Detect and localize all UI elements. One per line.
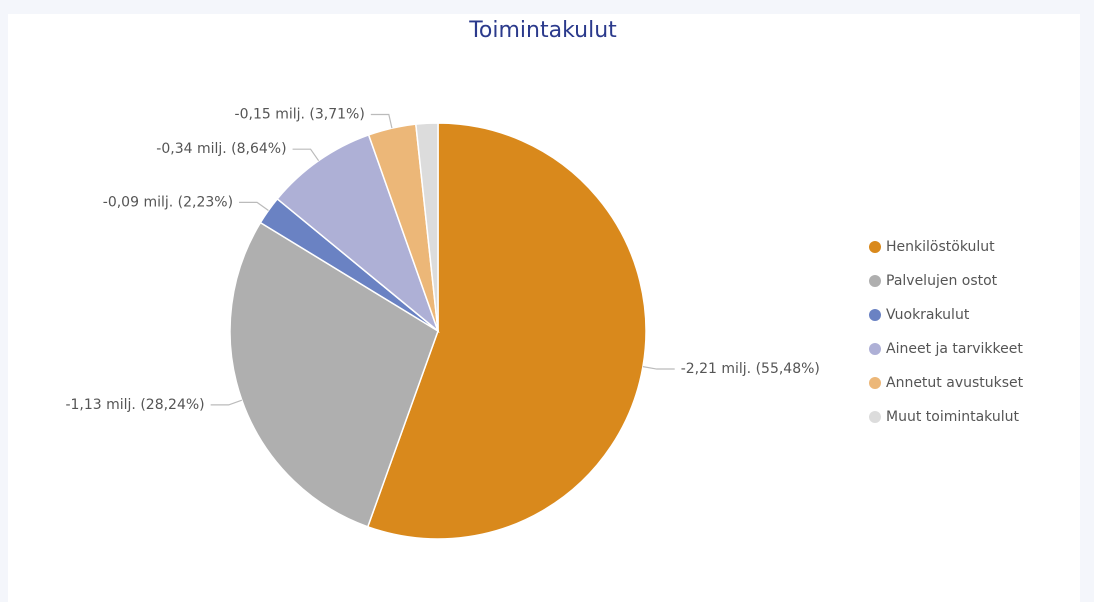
data-label: -0,15 milj. (3,71%) [235, 107, 365, 123]
pie-slice [414, 122, 439, 332]
legend-marker [869, 241, 881, 253]
legend-marker [869, 343, 881, 355]
legend-label: Muut toimintakulut [886, 409, 1019, 425]
leader-line [370, 113, 393, 129]
legend-marker [869, 411, 881, 423]
legend-marker [869, 309, 881, 321]
data-label: -2,21 milj. (55,48%) [681, 361, 820, 377]
legend-label: Aineet ja tarvikkeet [886, 341, 1023, 357]
data-label: -0,09 milj. (2,23%) [103, 194, 233, 210]
legend-marker [869, 377, 881, 389]
pie-slice [276, 133, 440, 334]
legend-marker [869, 275, 881, 287]
legend-label: Palvelujen ostot [886, 273, 998, 289]
pie-slice [366, 122, 647, 540]
leader-line [210, 399, 243, 406]
legend-label: Annetut avustukset [886, 375, 1024, 391]
leader-line [239, 201, 269, 211]
leader-line [642, 366, 675, 370]
leader-line [292, 148, 320, 162]
data-label: -1,13 milj. (28,24%) [65, 397, 204, 413]
data-label: -0,34 milj. (8,64%) [156, 141, 286, 157]
legend-label: Vuokrakulut [886, 307, 970, 323]
legend-label: Henkilöstökulut [886, 239, 995, 255]
chart-title: Toimintakulut [468, 18, 617, 43]
pie-slice [229, 221, 439, 528]
